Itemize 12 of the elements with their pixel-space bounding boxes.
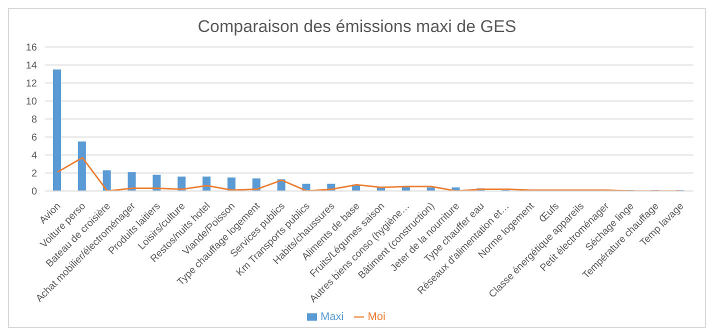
- y-tick-label: 4: [31, 150, 38, 162]
- y-tick-label: 8: [31, 114, 38, 126]
- y-tick-label: 0: [31, 186, 38, 198]
- y-tick-label: 16: [26, 42, 38, 54]
- y-tick-label: 12: [26, 78, 38, 90]
- legend-label: Maxi: [320, 311, 344, 323]
- legend-label: Moi: [368, 311, 386, 323]
- y-tick-label: 10: [26, 96, 38, 108]
- y-tick-label: 2: [31, 168, 38, 180]
- y-tick-label: 14: [26, 60, 38, 72]
- y-tick-label: 6: [31, 132, 38, 144]
- chart-title: Comparaison des émissions maxi de GES: [196, 17, 518, 37]
